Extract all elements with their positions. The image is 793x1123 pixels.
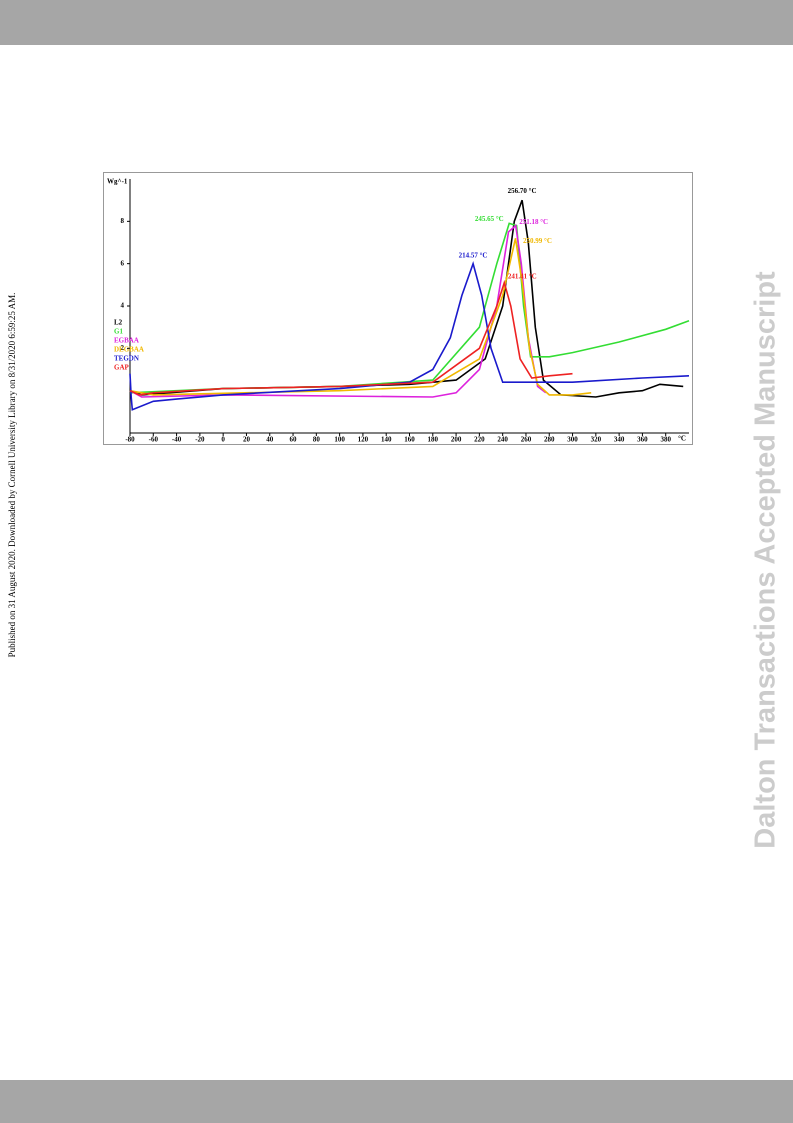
x-tick-label: 360 xyxy=(637,436,648,444)
x-tick-label: 0 xyxy=(221,436,225,444)
x-tick-label: 320 xyxy=(591,436,602,444)
legend-entry: DEGBAA xyxy=(114,346,144,354)
y-tick-label: 6 xyxy=(121,259,125,267)
series-line xyxy=(129,279,573,396)
peak-label: 251.18 °C xyxy=(519,218,548,226)
x-tick-label: 40 xyxy=(266,436,274,444)
x-axis-label: °C xyxy=(678,435,686,443)
chart: Wg^-1 °C 2 4 6 8 -80 -60 -40 -20 0 20 40 60 80 100 120… xyxy=(103,172,693,445)
header-bar xyxy=(0,0,793,45)
x-tick-label: -80 xyxy=(125,436,135,444)
series-line xyxy=(129,222,690,394)
x-tick-label: 100 xyxy=(334,436,345,444)
x-tick-label: 260 xyxy=(521,436,532,444)
peak-label: 241.41 °C xyxy=(508,272,537,280)
x-tick-label: 120 xyxy=(358,436,369,444)
legend-entry: G1 xyxy=(114,328,123,336)
y-tick-label: 2 xyxy=(121,344,125,352)
watermark: Dalton Transactions Accepted Manuscript xyxy=(749,271,782,849)
x-tick-label: 140 xyxy=(381,436,392,444)
x-tick-label: 340 xyxy=(614,436,625,444)
series-line xyxy=(129,261,690,411)
x-tick-label: 380 xyxy=(660,436,671,444)
legend-entry: GAP xyxy=(114,364,130,372)
y-tick-label: 8 xyxy=(121,217,125,225)
legend-entry: TEGDN xyxy=(114,355,139,363)
y-tick-label: 4 xyxy=(121,302,125,310)
x-tick-label: 60 xyxy=(290,436,298,444)
x-tick-label: -20 xyxy=(195,436,205,444)
peak-label: 245.65 °C xyxy=(475,215,504,223)
sidebar-text: Published on 31 August 2020. Downloaded … xyxy=(7,292,17,658)
series-line xyxy=(129,199,684,398)
x-tick-label: 200 xyxy=(451,436,462,444)
x-tick-label: -60 xyxy=(149,436,159,444)
x-tick-label: 220 xyxy=(474,436,485,444)
footer-bar xyxy=(0,1080,793,1123)
y-axis-label: Wg^-1 xyxy=(107,178,128,186)
x-tick-label: 20 xyxy=(243,436,251,444)
x-tick-label: 160 xyxy=(404,436,415,444)
legend-entry: EGBAA xyxy=(114,337,139,345)
x-tick-label: 80 xyxy=(313,436,321,444)
x-tick-label: 180 xyxy=(428,436,439,444)
x-tick-label: -40 xyxy=(172,436,182,444)
legend-entry: L2 xyxy=(114,319,123,327)
x-tick-label: 280 xyxy=(544,436,555,444)
peak-label: 256.70 °C xyxy=(508,187,537,195)
series-line xyxy=(129,238,592,396)
peak-label: 214.57 °C xyxy=(459,251,488,259)
x-tick-label: 240 xyxy=(497,436,508,444)
peak-label: 250.99 °C xyxy=(523,237,552,245)
x-tick-label: 300 xyxy=(567,436,578,444)
